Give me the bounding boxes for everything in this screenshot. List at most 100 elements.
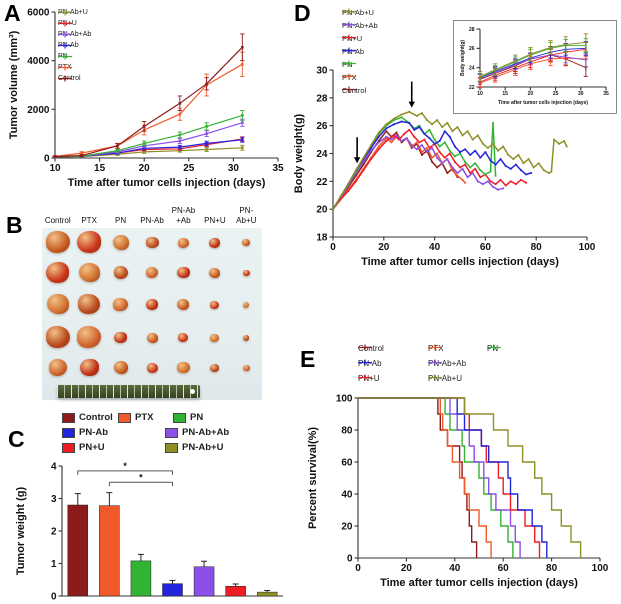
tumor-col-header: PTX xyxy=(81,216,97,225)
tumor-col-header: PN+U xyxy=(204,216,226,225)
legend-label: PN-Ab+Ab xyxy=(428,359,467,368)
axis-text: Time after tumor cells injection (days) xyxy=(498,100,588,106)
legend-entry-PN: PN xyxy=(487,344,501,353)
tumor-specimen xyxy=(242,239,251,247)
tumor-specimen xyxy=(243,335,250,341)
legend-line-marker xyxy=(428,344,442,351)
axis-text: 20 xyxy=(316,205,328,216)
legend-label: PTX xyxy=(428,344,444,353)
tumor-specimen xyxy=(177,237,189,248)
axis-text: 80 xyxy=(531,242,543,253)
series-PN-Ab+U xyxy=(332,110,568,211)
tumor-specimen xyxy=(113,297,129,312)
survival-curve-PN+U xyxy=(358,397,541,558)
legend-line-marker xyxy=(342,60,356,67)
tumor-specimen xyxy=(78,262,100,282)
axis-text: 0 xyxy=(355,563,361,574)
axis-text: 10 xyxy=(49,163,61,174)
legend-label: PN-Ab xyxy=(79,427,109,438)
axis-text: Tumor volume (mm³) xyxy=(8,30,20,139)
panel-b: B Control PTX PN PN-Ab PN-Ab +Ab PN+U PN-Ab+U xyxy=(0,200,290,400)
axis-text: Percent survival(%) xyxy=(307,427,319,529)
legend-entry-Control: Control xyxy=(58,75,81,82)
legend-line-marker xyxy=(428,359,442,366)
legend-line-marker xyxy=(58,75,72,82)
legend-entry-PN+U: PN+U xyxy=(342,34,362,43)
legend-swatch xyxy=(165,427,178,438)
error-bar xyxy=(232,583,239,587)
axis-text: 30 xyxy=(578,91,584,97)
legend-entry-PN-Ab: PN-Ab xyxy=(58,42,79,49)
legend-label: PN-Ab+U xyxy=(58,9,88,16)
axis-text: Tumor weight (g) xyxy=(15,486,27,575)
tumor-specimen xyxy=(146,299,158,311)
legend-line-marker xyxy=(428,374,442,381)
axis-text: Time after tumor cells injection (days) xyxy=(68,177,266,189)
tumor-specimen xyxy=(46,261,70,283)
tumor-col-header: PN-Ab xyxy=(140,216,164,225)
panel-a-legend: PN-Ab+U PN+U PN-Ab+Ab PN-Ab PN PTX Control xyxy=(58,9,178,99)
axis-text: 30 xyxy=(316,66,328,77)
legend-entry-PN: PN xyxy=(173,412,203,423)
axis-text: 35 xyxy=(603,91,609,97)
panel-e-legend: Control PTX PN PN-Ab PN-Ab+Ab PN+U PN-Ab+U xyxy=(290,320,621,604)
axis-text: 22 xyxy=(469,85,475,91)
tumor-col-header: PN-Ab +Ab xyxy=(171,206,196,225)
legend-swatch xyxy=(165,442,178,453)
legend-label: PTX xyxy=(135,412,154,423)
injection-arrow xyxy=(408,81,415,108)
tumor-specimen xyxy=(78,294,101,315)
error-bar xyxy=(137,553,144,561)
axis-text: 25 xyxy=(553,91,559,97)
legend-label: PN-Ab+U xyxy=(428,374,463,383)
legend-line-marker xyxy=(58,42,72,49)
tumor-specimen xyxy=(146,362,158,373)
tumor-specimen xyxy=(77,326,102,349)
axis-text: 0 xyxy=(347,554,353,565)
legend-line-marker xyxy=(342,86,356,93)
panel-c-label: C xyxy=(8,426,25,452)
legend-entry-PN-Ab+U: PN-Ab+U xyxy=(428,374,462,383)
legend-label: PN xyxy=(190,412,204,423)
legend-label: PN-Ab xyxy=(342,47,365,56)
legend-line-marker xyxy=(342,73,356,80)
axis-text: 20 xyxy=(341,522,353,533)
tumor-specimen xyxy=(242,364,250,371)
tumor-specimen xyxy=(45,326,70,349)
sig-bracket xyxy=(77,470,173,475)
error-bar xyxy=(169,579,176,584)
tumor-specimen xyxy=(48,359,67,376)
series-PN xyxy=(52,110,245,159)
axis-text: 0 xyxy=(44,154,50,165)
legend-entry-PN-Ab: PN-Ab xyxy=(358,359,382,368)
tumor-col-header: Control xyxy=(44,216,71,225)
body-weight-inset-chart: 10 15 20 25 30 35 22 24 26 28 Time after tumor cel… xyxy=(460,27,609,106)
legend-entry-PTX: PTX xyxy=(118,412,153,423)
legend-entry-PN-Ab+U: PN-Ab+U xyxy=(58,9,88,16)
tumor-weight-chart: 0 1 2 3 4 Tumor weight (g) * * xyxy=(15,461,283,603)
series-Control xyxy=(332,130,459,211)
axis-text: 20 xyxy=(378,242,390,253)
tumor-specimen xyxy=(176,361,190,374)
tumor-specimen xyxy=(79,358,99,376)
ruler-hole xyxy=(190,389,195,394)
legend-entry-PN-Ab+Ab: PN-Ab+Ab xyxy=(165,427,229,438)
legend-entry-PN+U: PN+U xyxy=(62,442,105,453)
tumor-specimen xyxy=(146,332,158,343)
axis-text: Body weight(g) xyxy=(460,40,466,76)
tumor-specimen xyxy=(114,331,128,344)
injection-arrow xyxy=(353,137,361,164)
tumor-photo xyxy=(42,228,262,400)
error-bar xyxy=(74,493,81,505)
axis-text: 25 xyxy=(183,163,195,174)
tumor-specimen xyxy=(210,300,220,309)
legend-label: PN xyxy=(487,344,499,353)
legend-label: Control xyxy=(342,86,367,95)
axis-text: Time after tumor cells injection (days) xyxy=(380,577,578,589)
axis-text: 40 xyxy=(449,563,461,574)
axis-text: 20 xyxy=(528,91,534,97)
legend-line-marker xyxy=(358,344,372,351)
series-PN-Ab+Ab xyxy=(332,134,505,211)
legend-line-marker xyxy=(358,374,372,381)
